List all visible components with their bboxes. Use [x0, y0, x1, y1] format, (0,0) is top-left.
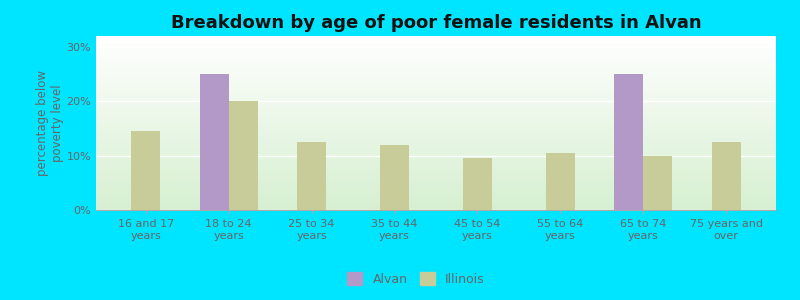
Bar — [643, 156, 672, 210]
Bar — [131, 131, 160, 210]
Bar — [546, 153, 575, 210]
Bar — [712, 142, 741, 210]
Bar — [463, 158, 492, 210]
Bar — [297, 142, 326, 210]
Y-axis label: percentage below
poverty level: percentage below poverty level — [36, 70, 64, 176]
Bar — [614, 74, 643, 210]
Bar — [229, 101, 258, 210]
Title: Breakdown by age of poor female residents in Alvan: Breakdown by age of poor female resident… — [170, 14, 702, 32]
Bar — [200, 74, 229, 210]
Bar — [380, 145, 409, 210]
Legend: Alvan, Illinois: Alvan, Illinois — [342, 267, 490, 291]
